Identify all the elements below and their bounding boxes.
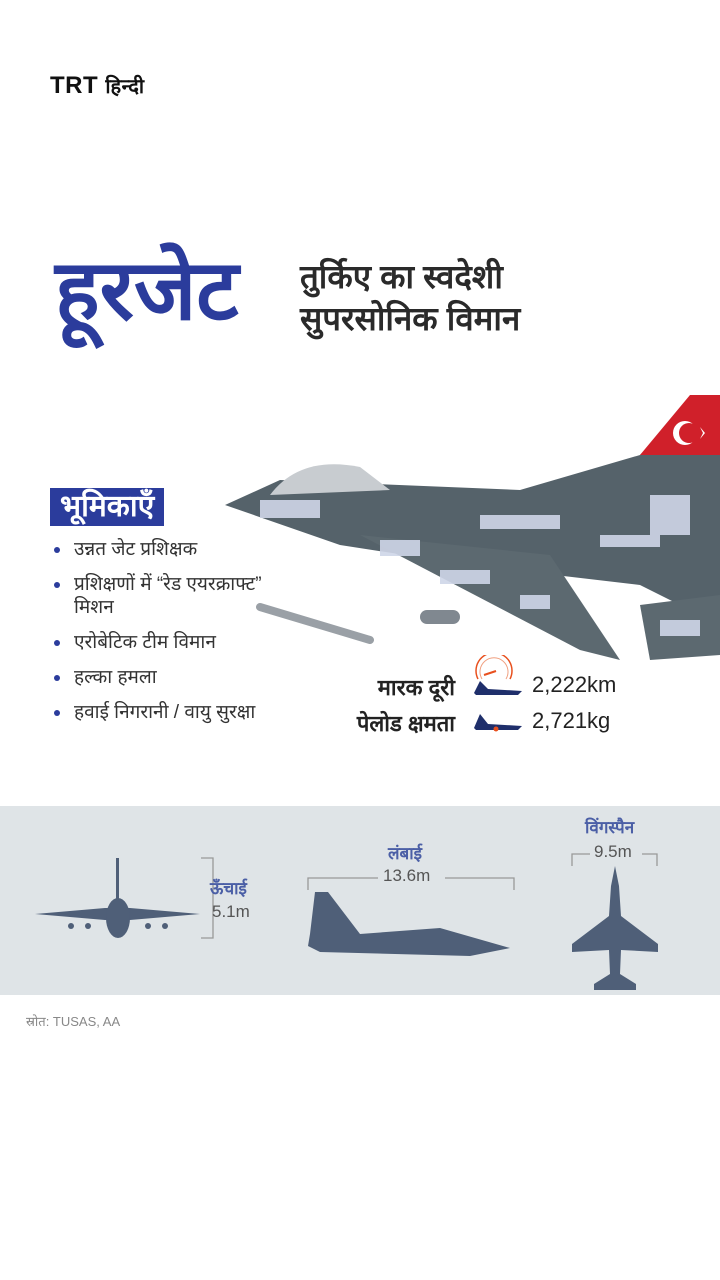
role-item: हल्का हमला (50, 666, 264, 689)
dimension-diagrams (35, 853, 658, 990)
page-subtitle: तुर्किए का स्वदेशी सुपरसोनिक विमान (300, 256, 520, 340)
length-value: 13.6m (383, 866, 431, 885)
payload-label: पेलोड क्षमता (356, 711, 455, 736)
role-item: प्रशिक्षणों में “रेड एयरक्राफ्ट” मिशन (50, 573, 264, 619)
payload-value: 2,721kg (532, 708, 611, 733)
range-gauge-jet-icon (474, 655, 522, 695)
logo-hindi: हिन्दी (105, 76, 145, 98)
length-bracket (307, 877, 515, 890)
subtitle-line-1: तुर्किए का स्वदेशी (300, 258, 503, 295)
range-label: मारक दूरी (377, 675, 455, 700)
source-note: स्रोत: TUSAS, AA (26, 1014, 121, 1029)
height-value: 5.1m (212, 902, 250, 921)
hurjet-jet-illustration (225, 395, 720, 660)
side-view-jet-icon (308, 892, 510, 956)
roles-heading: भूमिकाएँ (50, 488, 165, 526)
length-label: लंबाई (388, 844, 422, 863)
trt-hindi-logo: TRT हिन्दी (50, 72, 145, 100)
roles-list: उन्नत जेट प्रशिक्षक प्रशिक्षणों में “रेड… (50, 538, 264, 736)
height-label: ऊँचाई (210, 879, 247, 898)
top-view-jet-icon (572, 866, 658, 990)
wingspan-label: विंगस्पैन (585, 818, 635, 837)
role-item: हवाई निगरानी / वायु सुरक्षा (50, 701, 264, 724)
payload-jet-icon (474, 714, 522, 732)
range-value: 2,222km (532, 672, 617, 697)
page-title: हूरजेट (55, 243, 239, 337)
front-view-jet-icon (35, 858, 200, 938)
wingspan-bracket (571, 853, 658, 866)
role-item: उन्नत जेट प्रशिक्षक (50, 538, 264, 561)
height-bracket (201, 857, 214, 939)
role-item: एरोबेटिक टीम विमान (50, 631, 264, 654)
subtitle-line-2: सुपरसोनिक विमान (300, 300, 521, 337)
wingspan-value: 9.5m (594, 842, 632, 861)
logo-latin: TRT (50, 72, 99, 99)
